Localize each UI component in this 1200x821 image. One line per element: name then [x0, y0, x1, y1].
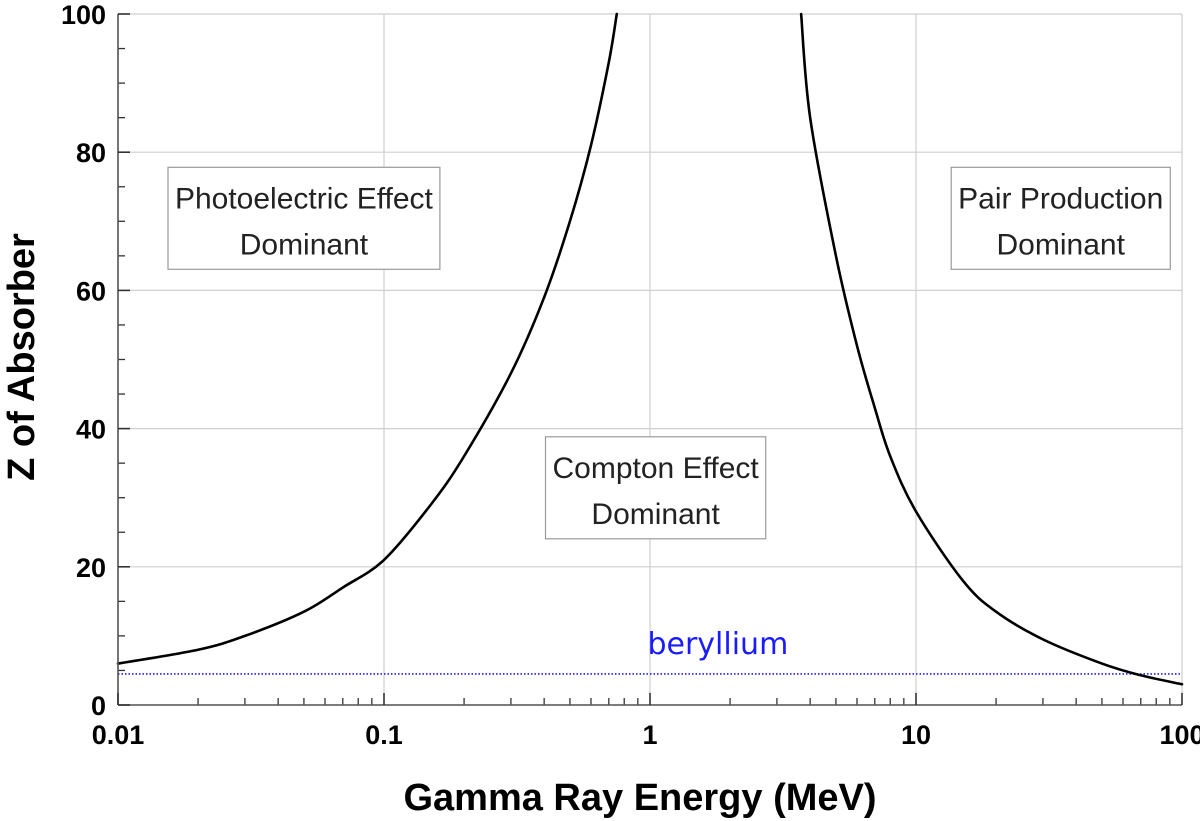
- y-tick-label: 80: [76, 138, 106, 168]
- annotation-text: Compton Effect: [553, 452, 760, 485]
- annotation-text: Pair Production: [958, 182, 1163, 215]
- y-tick-label: 0: [91, 691, 106, 721]
- annotation-frame: [950, 166, 1171, 270]
- reference-label-beryllium: beryllium: [647, 627, 788, 662]
- annotation-text: Dominant: [997, 228, 1126, 261]
- annotation-text: Photoelectric Effect: [175, 182, 434, 215]
- x-tick-label: 0.1: [365, 720, 403, 750]
- y-tick-label: 100: [61, 0, 106, 30]
- annotation-frame: [167, 166, 441, 270]
- x-tick-label: 10: [901, 720, 931, 750]
- x-tick-label: 1: [642, 720, 657, 750]
- x-tick-label: 0.01: [92, 720, 145, 750]
- y-tick-label: 40: [76, 415, 106, 445]
- annotation-box-1: Compton Effect Dominant: [544, 436, 767, 540]
- annotation-box-0: Photoelectric Effect Dominant: [167, 166, 441, 270]
- annotation-text: Dominant: [240, 228, 369, 261]
- y-tick-label: 20: [76, 553, 106, 583]
- tick-labels: 0.01 0.1 1 10 100 0 20 40 60 80 100: [61, 0, 1200, 750]
- reference-lines: beryllium: [118, 627, 1182, 675]
- annotation-box-2: Pair Production Dominant: [950, 166, 1171, 270]
- data-series: [116, 12, 1184, 686]
- annotation-text: Dominant: [591, 498, 720, 531]
- axes: [117, 13, 1183, 706]
- minor-ticks: [118, 47, 1171, 705]
- x-tick-label: 100: [1159, 720, 1200, 750]
- annotation-frame: [544, 436, 767, 540]
- x-axis-title: Gamma Ray Energy (MeV): [403, 777, 876, 819]
- y-axis-title: Z of Absorber: [1, 233, 43, 481]
- y-tick-label: 60: [76, 276, 106, 306]
- series-line-compton-pair: [799, 12, 1184, 686]
- series-line-photoelectric-compton: [116, 12, 619, 665]
